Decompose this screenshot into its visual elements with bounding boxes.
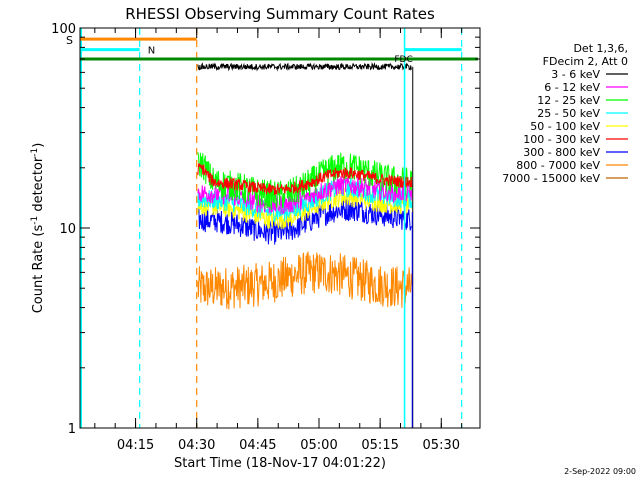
legend-label: 300 - 800 keV [523,146,600,159]
series-line-50-100 [197,187,413,230]
series-line-3-6 [197,62,413,72]
series-line-100-300 [197,163,413,196]
y-axis: 1 10 100 [51,22,480,437]
x-tick-label: 05:30 [423,438,460,453]
saa-label: S [66,34,73,47]
series-layer [197,62,414,428]
y-tick-label: 10 [59,222,76,237]
legend-label: 12 - 25 keV [537,94,600,107]
legend-header: Det 1,3,6, [573,42,628,55]
fdec-label: FDC [394,55,412,65]
legend-label: 6 - 12 keV [544,81,600,94]
legend-label: 3 - 6 keV [551,68,600,81]
legend-label: 800 - 7000 keV [516,159,600,172]
legend-header: FDecim 2, Att 0 [543,55,628,68]
date-stamp: 2-Sep-2022 09:00 [564,467,636,476]
legend-label: 7000 - 15000 keV [502,172,600,185]
x-tick-label: 04:15 [117,438,154,453]
x-axis: 04:15 04:30 04:45 05:00 05:15 05:30 [94,28,463,453]
legend-label: 100 - 300 keV [523,133,600,146]
legend-label: 50 - 100 keV [530,120,600,133]
y-tick-label: 1 [68,422,76,437]
x-tick-label: 04:45 [239,438,276,453]
night-label: N [148,46,155,57]
y-tick-label: 100 [51,22,76,37]
y-axis-label: Count Rate (s-1 detector-1) [30,143,46,314]
x-tick-label: 04:30 [178,438,215,453]
x-axis-label: Start Time (18-Nov-17 04:01:22) [174,456,386,471]
chart-title: RHESSI Observing Summary Count Rates [125,5,435,23]
x-tick-label: 05:00 [300,438,337,453]
legend-label: 25 - 50 keV [537,107,600,120]
series-line-800-7000 [197,251,413,310]
x-tick-label: 05:15 [361,438,398,453]
